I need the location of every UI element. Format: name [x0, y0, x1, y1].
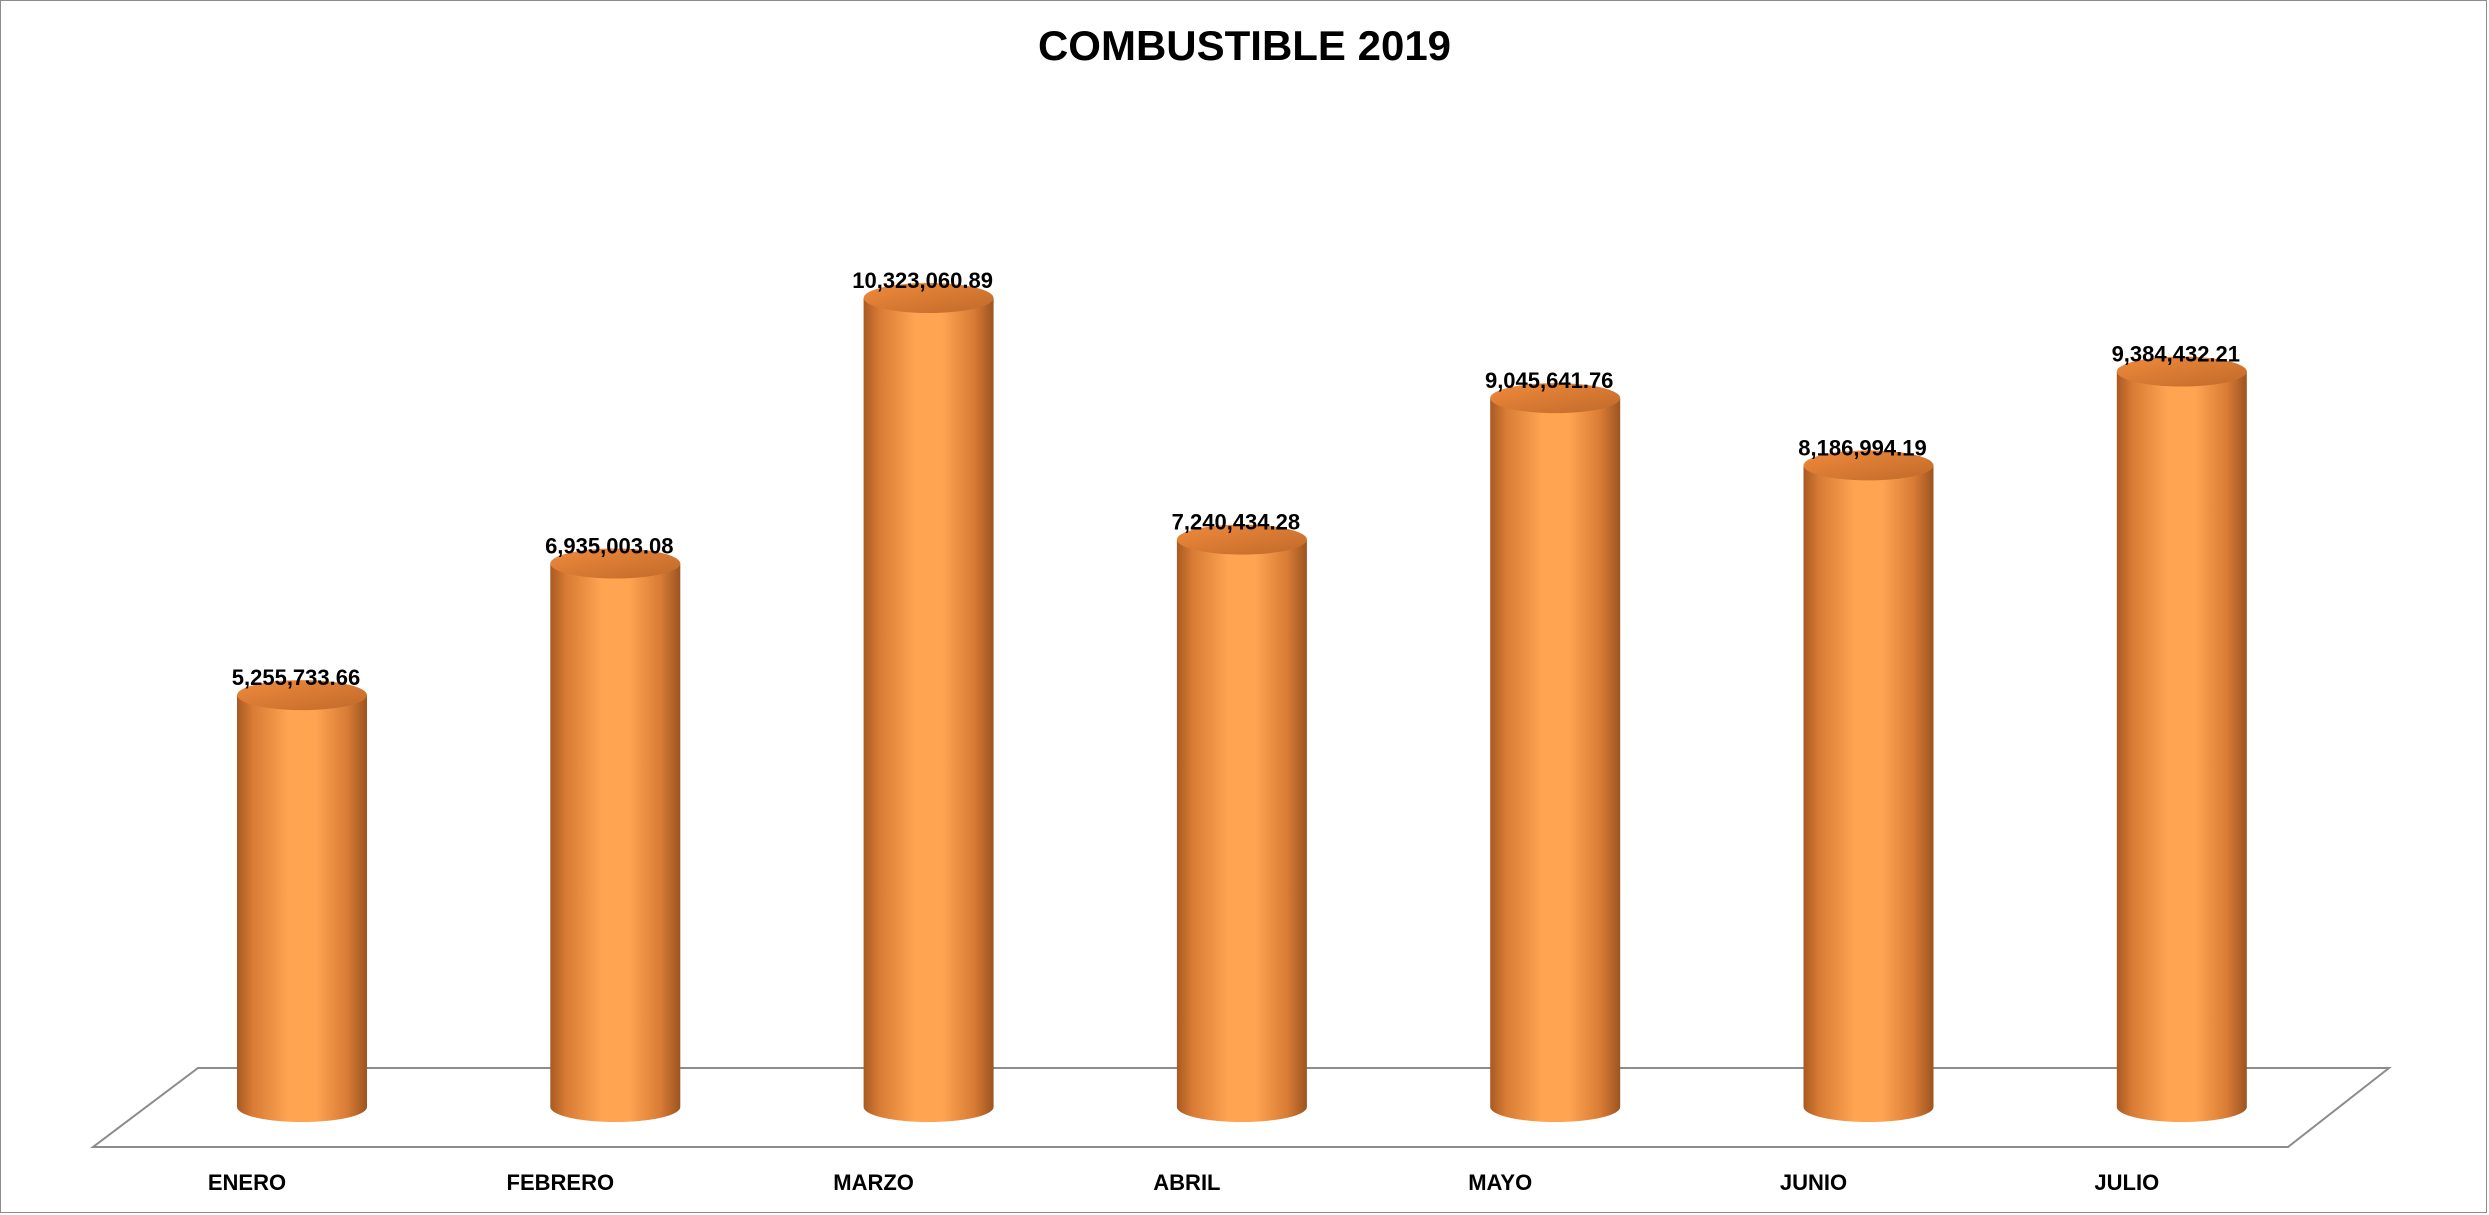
data-label: 6,935,003.08 [545, 534, 673, 559]
bar-body [1177, 540, 1307, 1122]
bar-body [1804, 465, 1934, 1122]
bar-julio [2117, 357, 2247, 1122]
bar-body [550, 564, 680, 1122]
category-label: FEBRERO [507, 1170, 615, 1195]
data-label: 9,384,432.21 [2112, 342, 2240, 367]
category-label: ENERO [208, 1170, 286, 1195]
category-label: JUNIO [1780, 1170, 1847, 1195]
bar-junio [1804, 450, 1934, 1122]
bar-enero [237, 680, 367, 1122]
category-label: MAYO [1468, 1170, 1532, 1195]
data-label: 9,045,641.76 [1485, 368, 1613, 393]
category-label: JULIO [2094, 1170, 2159, 1195]
bar-febrero [550, 549, 680, 1122]
bar-body [237, 695, 367, 1122]
category-label: ABRIL [1153, 1170, 1220, 1195]
data-label: 5,255,733.66 [232, 665, 360, 690]
bar-body [864, 298, 994, 1122]
bar-body [2117, 372, 2247, 1122]
bars-group [237, 283, 2247, 1122]
data-label: 8,186,994.19 [1798, 435, 1926, 460]
bar-marzo [864, 283, 994, 1122]
data-label: 10,323,060.89 [852, 268, 993, 293]
bar-abril [1177, 525, 1307, 1122]
category-labels-group: ENERO FEBRERO MARZO ABRIL MAYO JUNIO JULIO [208, 1170, 2159, 1195]
data-label: 7,240,434.28 [1172, 510, 1300, 535]
bar-body [1490, 398, 1620, 1122]
bar-mayo [1490, 383, 1620, 1122]
category-label: MARZO [833, 1170, 914, 1195]
